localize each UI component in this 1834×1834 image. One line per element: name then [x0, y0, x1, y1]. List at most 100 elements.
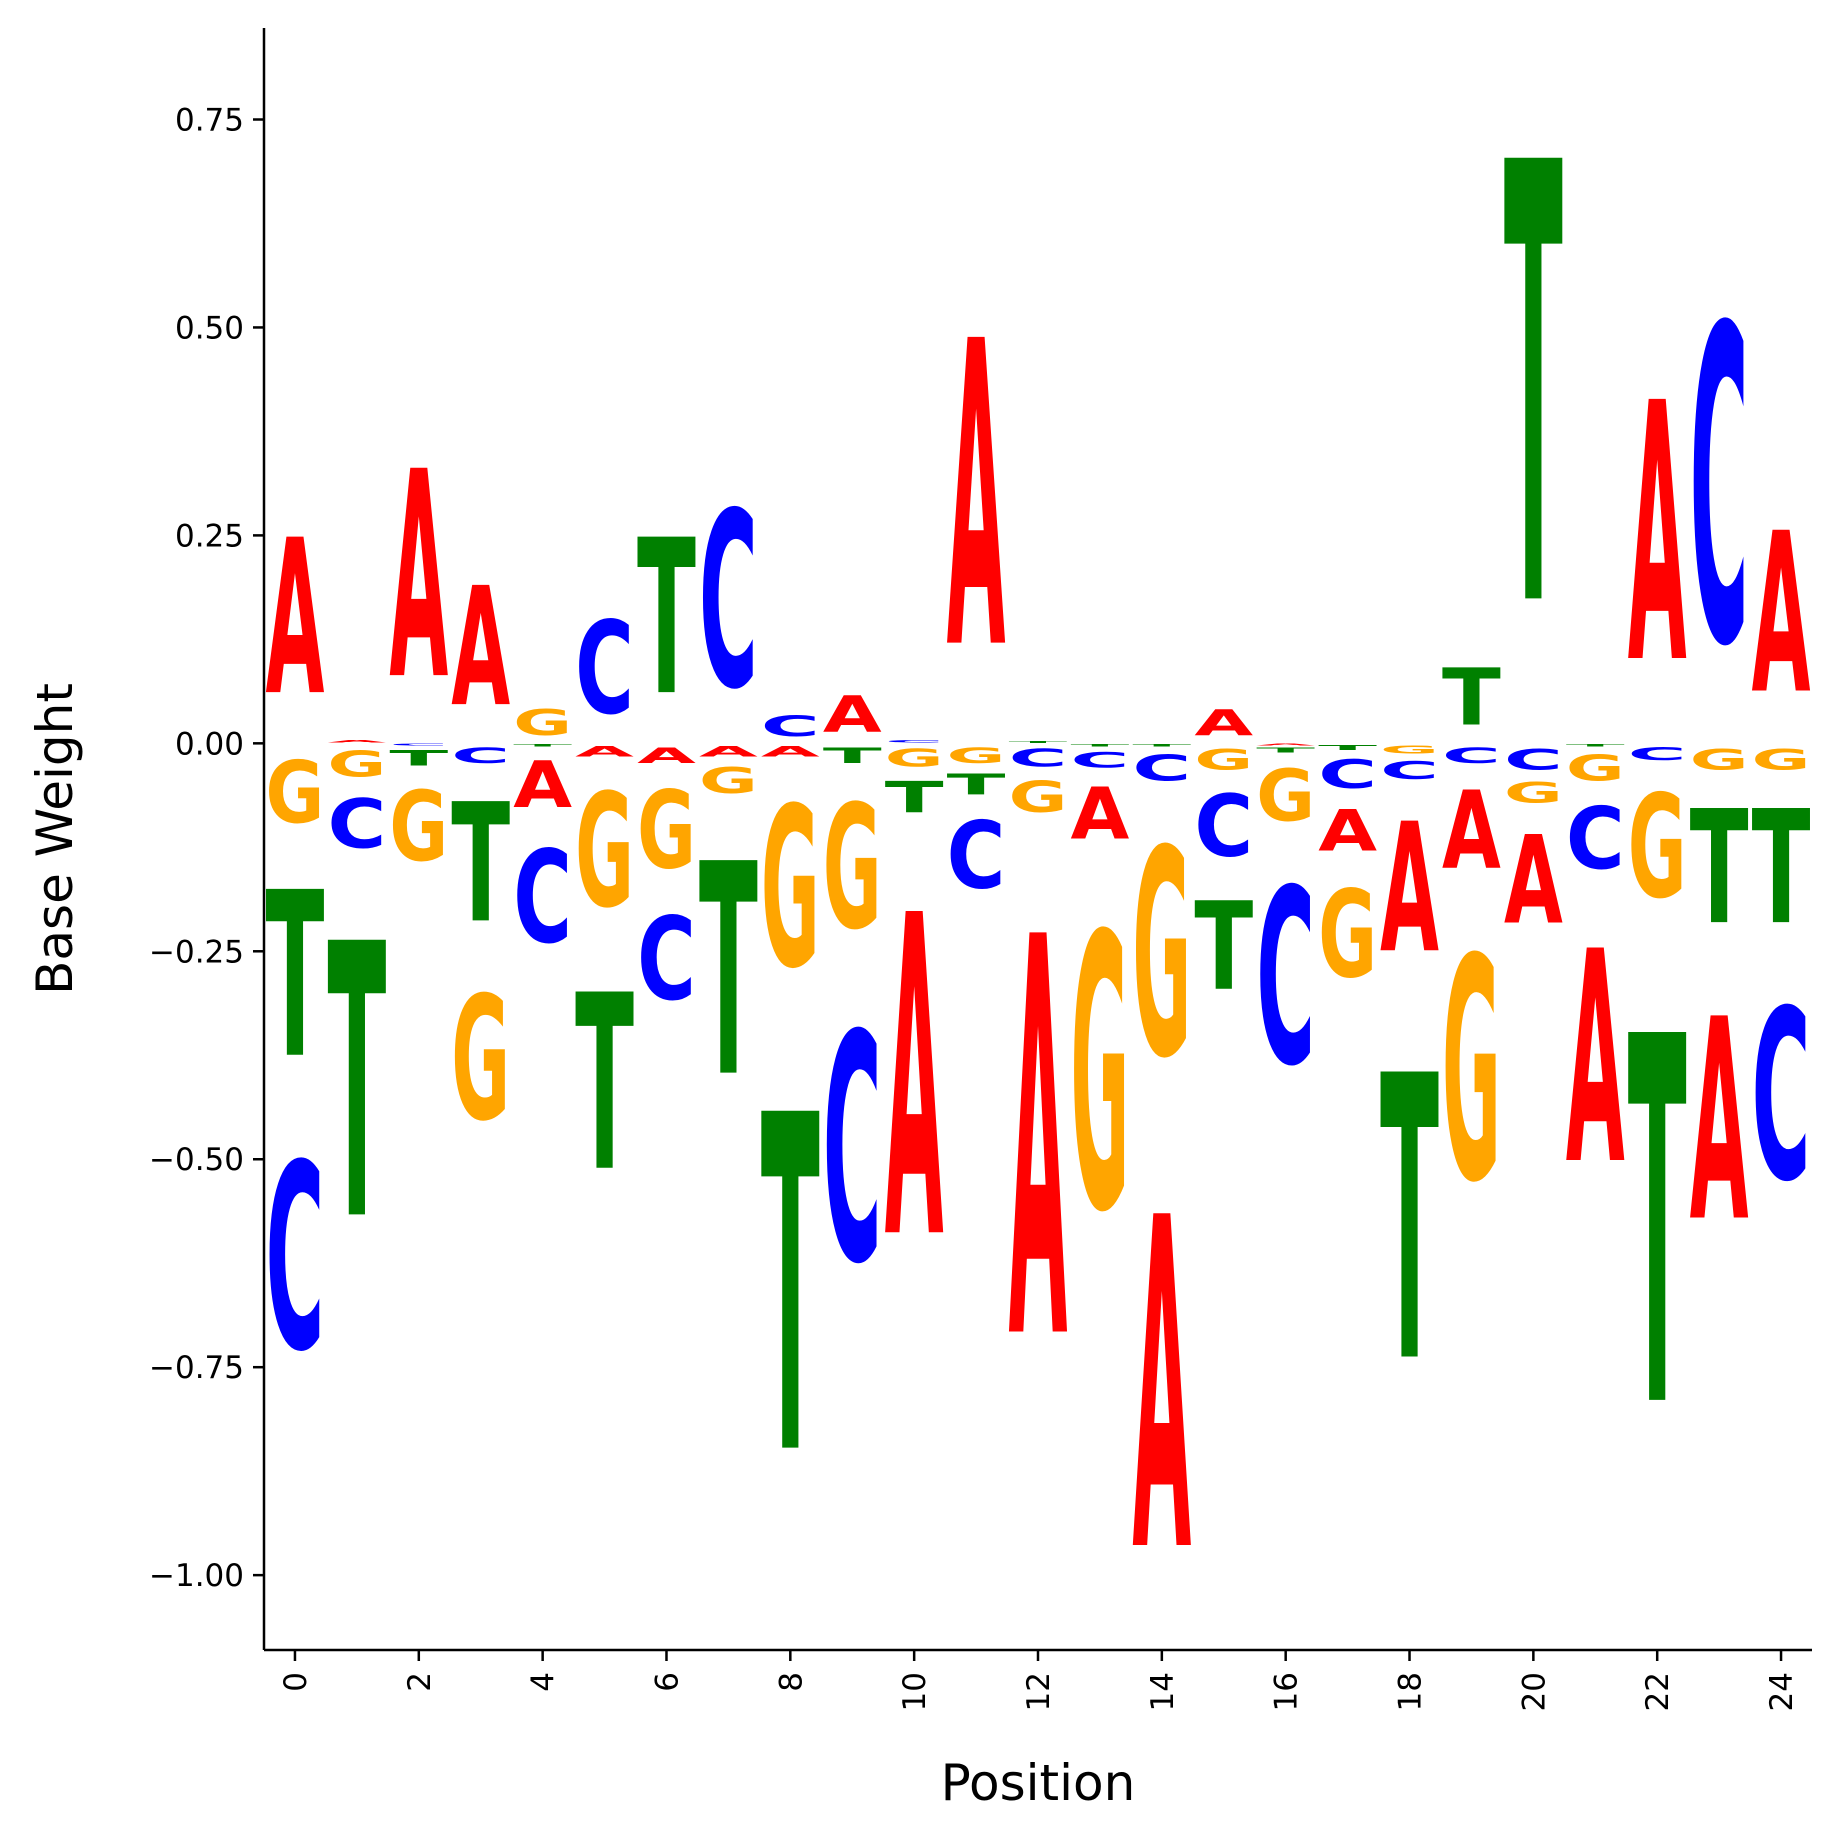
logo-letters: AGTCAGCTACTGACTGGTACCAGTTAGCCAGTCAGTATGC… — [266, 37, 1811, 1652]
logo-letter-g: G — [1071, 856, 1130, 1295]
x-tick-label: 22 — [1640, 1672, 1676, 1711]
logo-letter-t: T — [637, 495, 696, 743]
logo-letter-g: G — [761, 761, 820, 1018]
logo-letter-a: A — [451, 554, 510, 744]
x-tick-label: 0 — [278, 1672, 314, 1692]
logo-letter-t: T — [761, 1019, 820, 1557]
logo-letter-g: G — [451, 961, 510, 1159]
logo-letter-a: A — [885, 823, 944, 1337]
logo-letter-t: T — [327, 866, 386, 1304]
logo-letter-a: A — [823, 686, 882, 744]
logo-letter-c: C — [885, 739, 944, 743]
logo-letter-c: C — [266, 1110, 325, 1408]
logo-letter-g: G — [1318, 866, 1377, 1006]
y-tick-label: −0.25 — [149, 934, 244, 970]
logo-letter-g: G — [513, 703, 572, 744]
logo-letter-g: G — [1132, 790, 1191, 1120]
logo-letter-c: C — [513, 824, 572, 973]
logo-letter-a: A — [513, 748, 573, 823]
logo-letter-c: C — [637, 895, 696, 1027]
logo-letter-c: C — [761, 711, 820, 744]
logo-letter-t: T — [1256, 746, 1315, 754]
logo-letter-a: A — [1256, 743, 1315, 745]
logo-letter-a: A — [327, 739, 386, 743]
logo-letter-g: G — [637, 770, 696, 893]
logo-letter-t: T — [1566, 743, 1625, 747]
logo-letter-g: G — [389, 771, 448, 883]
logo-letter-g: G — [575, 760, 634, 943]
logo-letter-a: A — [389, 413, 448, 744]
logo-letter-t: T — [1628, 933, 1687, 1520]
logo-letter-t: T — [575, 944, 634, 1225]
logo-letter-c: C — [1009, 743, 1068, 772]
logo-letter-a: A — [1318, 798, 1377, 864]
x-tick-label: 8 — [773, 1672, 809, 1692]
logo-letter-g: G — [1504, 776, 1563, 809]
logo-letter-t: T — [1194, 877, 1253, 1017]
x-tick-label: 18 — [1393, 1672, 1429, 1711]
logo-letter-t: T — [513, 743, 572, 747]
y-tick-label: 0.00 — [175, 726, 244, 762]
logo-letter-c: C — [1628, 743, 1687, 764]
logo-letter-a: A — [1380, 786, 1439, 993]
x-tick-label: 4 — [526, 1672, 562, 1692]
logo-letter-a: A — [1504, 810, 1563, 951]
x-tick-label: 20 — [1516, 1672, 1552, 1711]
logo-letter-t: T — [1690, 777, 1749, 959]
y-tick-label: 0.75 — [175, 102, 244, 138]
x-tick-label: 16 — [1269, 1672, 1305, 1711]
logo-letter-a: A — [1628, 328, 1687, 743]
x-tick-label: 14 — [1145, 1672, 1181, 1711]
logo-letter-g: G — [1442, 895, 1501, 1250]
logo-letter-c: C — [1504, 744, 1563, 777]
logo-letter-a: A — [266, 494, 325, 743]
y-tick-label: 0.25 — [175, 518, 244, 554]
logo-letter-g: G — [327, 744, 386, 785]
logo-letter-c: C — [1132, 747, 1191, 789]
logo-letter-g: G — [1628, 765, 1687, 930]
logo-letter-g: G — [1256, 755, 1315, 838]
logo-letter-t: T — [1752, 777, 1811, 959]
y-tick-label: 0.50 — [175, 310, 244, 346]
y-axis-title: Base Weight — [26, 683, 84, 995]
logo-letter-g: G — [947, 744, 1006, 769]
logo-letter-c: C — [451, 744, 510, 769]
x-tick-label: 6 — [649, 1672, 685, 1692]
logo-letter-g: G — [1380, 743, 1439, 755]
logo-letter-a: A — [637, 744, 696, 769]
logo-letter-t: T — [1071, 743, 1130, 747]
logo-letter-t: T — [1442, 653, 1501, 743]
logo-letter-a: A — [1690, 960, 1749, 1283]
logo-letter-c: C — [575, 595, 634, 744]
x-tick-label: 2 — [402, 1672, 438, 1692]
logo-letter-c: C — [1256, 839, 1315, 1120]
logo-letter-a: A — [1009, 824, 1068, 1461]
y-tick-label: −1.00 — [149, 1558, 244, 1594]
y-tick-label: −0.75 — [149, 1350, 244, 1386]
logo-letter-a: A — [947, 254, 1006, 742]
logo-letter-a: A — [1442, 768, 1501, 892]
logo-letter-g: G — [1690, 743, 1749, 776]
logo-letter-t: T — [1318, 743, 1377, 751]
x-axis-title: Position — [941, 1754, 1136, 1812]
logo-letter-t: T — [699, 801, 758, 1141]
logo-letter-g: G — [699, 761, 758, 802]
logo-letter-c: C — [327, 786, 386, 864]
logo-letter-c: C — [1318, 751, 1377, 797]
logo-letter-c: C — [699, 463, 758, 744]
logo-letter-g: G — [1752, 743, 1811, 776]
logo-letter-c: C — [1380, 756, 1439, 785]
logo-letter-a: A — [1752, 486, 1811, 743]
logo-letter-t: T — [1504, 37, 1563, 741]
logo-letter-a: A — [761, 743, 821, 760]
x-tick-label: 12 — [1021, 1672, 1057, 1711]
logo-letter-c: C — [1442, 744, 1501, 769]
logo-letter-c: C — [1752, 961, 1811, 1234]
logo-letter-g: G — [1194, 743, 1253, 776]
logo-letter-a: A — [1132, 1122, 1191, 1652]
logo-letter-c: C — [1194, 777, 1253, 877]
logo-letter-g: G — [885, 743, 944, 772]
y-tick-label: −0.50 — [149, 1142, 244, 1178]
logo-letter-g: G — [1009, 772, 1068, 822]
